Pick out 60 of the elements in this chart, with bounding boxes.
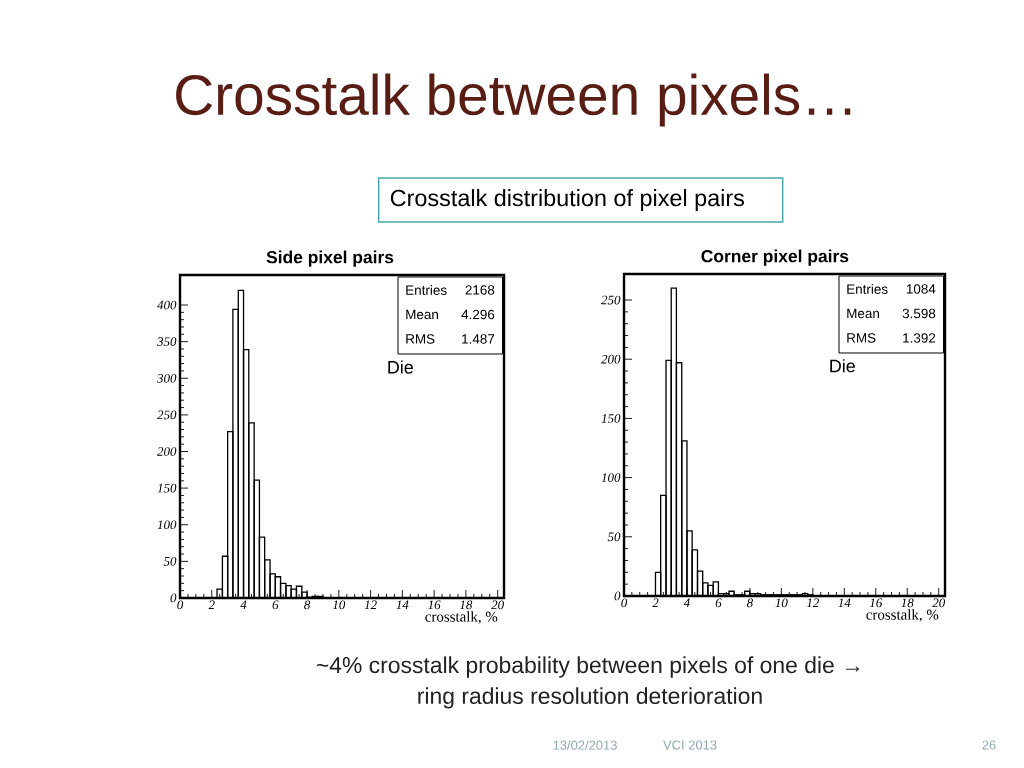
x-tick-label: 18 — [901, 598, 914, 608]
y-tick-label: 100 — [157, 520, 177, 530]
x-tick-label: 10 — [332, 600, 346, 610]
annotation: Mean — [406, 309, 438, 320]
y-tick-label: 200 — [157, 447, 177, 456]
annotation: Entries — [847, 284, 888, 294]
annotation: Die — [830, 359, 855, 373]
annotation: 3.598 — [902, 308, 936, 319]
x-tick-label: 20 — [491, 600, 504, 610]
text: ~4% crosstalk probability between pixels of one die → ring radius resolution deterioration — [316, 656, 860, 709]
annotation: Die — [388, 360, 413, 374]
y-tick-label: 250 — [601, 295, 621, 305]
x-axis-title: crosstalk, % — [425, 611, 498, 624]
text: Crosstalk between pixels… — [176, 73, 851, 127]
chart-title: Side pixel pairs — [266, 250, 394, 267]
x-tick-label: 14 — [396, 600, 409, 610]
x-tick-label: 0 — [621, 598, 628, 608]
x-tick-label: 8 — [746, 598, 753, 608]
text: 13/02/2013 — [553, 740, 617, 750]
x-tick-label: 4 — [683, 598, 690, 608]
y-tick-label: 0 — [614, 591, 621, 601]
annotation: 2168 — [465, 285, 495, 295]
annotation: Entries — [406, 285, 447, 295]
annotation: RMS — [406, 334, 435, 344]
x-tick-label: 16 — [869, 598, 883, 608]
y-tick-label: 400 — [157, 300, 177, 310]
y-tick-label: 200 — [601, 354, 621, 364]
y-tick-label: 150 — [601, 414, 621, 423]
x-tick-label: 2 — [652, 598, 659, 608]
y-tick-label: 300 — [157, 373, 177, 383]
x-tick-label: 18 — [459, 600, 473, 610]
y-tick-label: 150 — [157, 483, 177, 493]
x-tick-label: 12 — [364, 600, 377, 610]
text: Crosstalk distribution of pixel pairs — [390, 189, 745, 211]
x-tick-label: 8 — [304, 600, 311, 610]
x-tick-label: 20 — [932, 598, 946, 608]
y-tick-label: 50 — [607, 532, 621, 542]
annotation: 1.392 — [903, 333, 936, 343]
annotation: 1.487 — [462, 334, 495, 344]
x-tick-label: 14 — [838, 598, 851, 608]
x-tick-label: 6 — [272, 600, 279, 610]
x-tick-label: 2 — [208, 600, 215, 610]
y-tick-label: 100 — [601, 473, 621, 482]
y-tick-label: 350 — [157, 337, 177, 346]
text: VCI 2013 — [663, 740, 717, 750]
x-axis-title: crosstalk, % — [866, 609, 939, 622]
annotation: 4.296 — [461, 309, 495, 320]
y-tick-label: 50 — [163, 557, 177, 566]
x-tick-label: 6 — [715, 598, 722, 608]
y-tick-label: 250 — [157, 410, 177, 420]
annotation: 1084 — [906, 284, 936, 294]
x-tick-label: 10 — [775, 598, 788, 608]
chart-title: Corner pixel pairs — [701, 249, 849, 266]
text: 26 — [982, 740, 996, 750]
x-tick-label: 0 — [177, 600, 184, 610]
annotation: RMS — [847, 333, 876, 343]
x-tick-label: 4 — [240, 600, 247, 610]
x-tick-label: 12 — [806, 598, 820, 608]
annotation: Mean — [847, 308, 879, 319]
x-tick-label: 16 — [428, 600, 441, 610]
